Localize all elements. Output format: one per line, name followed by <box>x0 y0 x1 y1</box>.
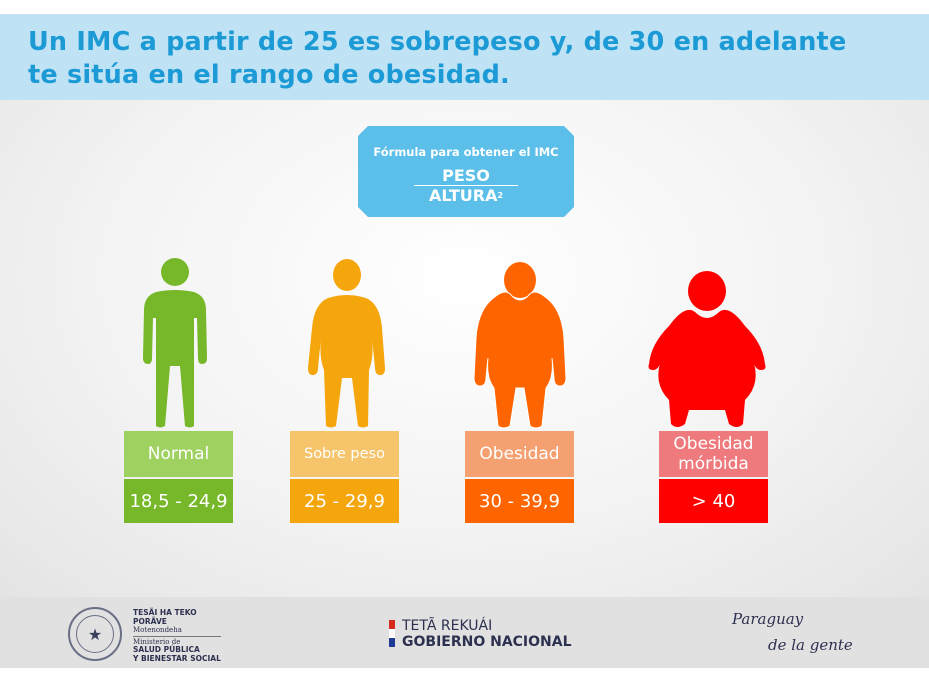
category-label: Normal <box>124 431 233 477</box>
government-logo: TETÃ REKUÁI GOBIERNO NACIONAL <box>402 618 572 650</box>
national-seal-icon: ★ <box>68 607 122 661</box>
paraguay-flag-icon <box>389 620 395 647</box>
formula-caption: Fórmula para obtener el IMC <box>373 145 559 159</box>
ministry-line-4: Ministerio de <box>133 637 181 646</box>
slogan-line-1: Paraguay <box>732 610 804 628</box>
slogan-logo: Paraguay de la gente <box>732 606 853 658</box>
category-range: > 40 <box>659 479 768 523</box>
ministry-line-2: PORÃVE <box>133 616 167 626</box>
formula-box: Fórmula para obtener el IMC PESO ALTURA2 <box>358 126 574 217</box>
slogan-line-2: de la gente <box>768 636 853 654</box>
category-range: 30 - 39,9 <box>465 479 574 523</box>
title-line-2: te sitúa en el rango de obesidad. <box>28 60 510 90</box>
category-range: 25 - 29,9 <box>290 479 399 523</box>
overweight-person-icon <box>308 259 385 428</box>
category-label: Sobre peso <box>290 431 399 477</box>
divider <box>133 635 221 637</box>
government-line-2: GOBIERNO NACIONAL <box>402 634 572 650</box>
ministry-line-5: SALUD PÚBLICA <box>133 645 200 654</box>
normal-person-icon <box>143 258 207 428</box>
formula-exponent: 2 <box>497 191 504 200</box>
footer <box>0 597 929 668</box>
category-range: 18,5 - 24,9 <box>124 479 233 523</box>
morbidly-obese-person-icon <box>648 271 766 427</box>
ministry-line-3: Motenondeha <box>133 626 182 634</box>
title-line-1: Un IMC a partir de 25 es sobrepeso y, de… <box>28 27 847 57</box>
title-banner: Un IMC a partir de 25 es sobrepeso y, de… <box>0 14 929 100</box>
government-line-1: TETÃ REKUÁI <box>402 618 493 634</box>
ministry-line-6: Y BIENESTAR SOCIAL <box>133 653 221 663</box>
category-card-normal: Normal 18,5 - 24,9 <box>124 431 233 523</box>
formula-numerator: PESO <box>414 167 518 186</box>
formula-denominator: ALTURA <box>428 186 498 205</box>
category-card-obesidad: Obesidad 30 - 39,9 <box>465 431 574 523</box>
category-label: Obesidad <box>465 431 574 477</box>
category-card-obesidad-morbida: Obesidad mórbida > 40 <box>659 431 768 523</box>
obese-person-icon <box>473 262 567 429</box>
ministry-logo: TESÃI HA TEKO PORÃVE Motenondeha Ministe… <box>133 608 221 663</box>
formula-denominator-wrap: ALTURA2 <box>358 186 574 206</box>
ministry-line-1: TESÃI HA TEKO <box>133 608 197 617</box>
category-label: Obesidad mórbida <box>659 431 768 477</box>
category-card-sobre-peso: Sobre peso 25 - 29,9 <box>290 431 399 523</box>
